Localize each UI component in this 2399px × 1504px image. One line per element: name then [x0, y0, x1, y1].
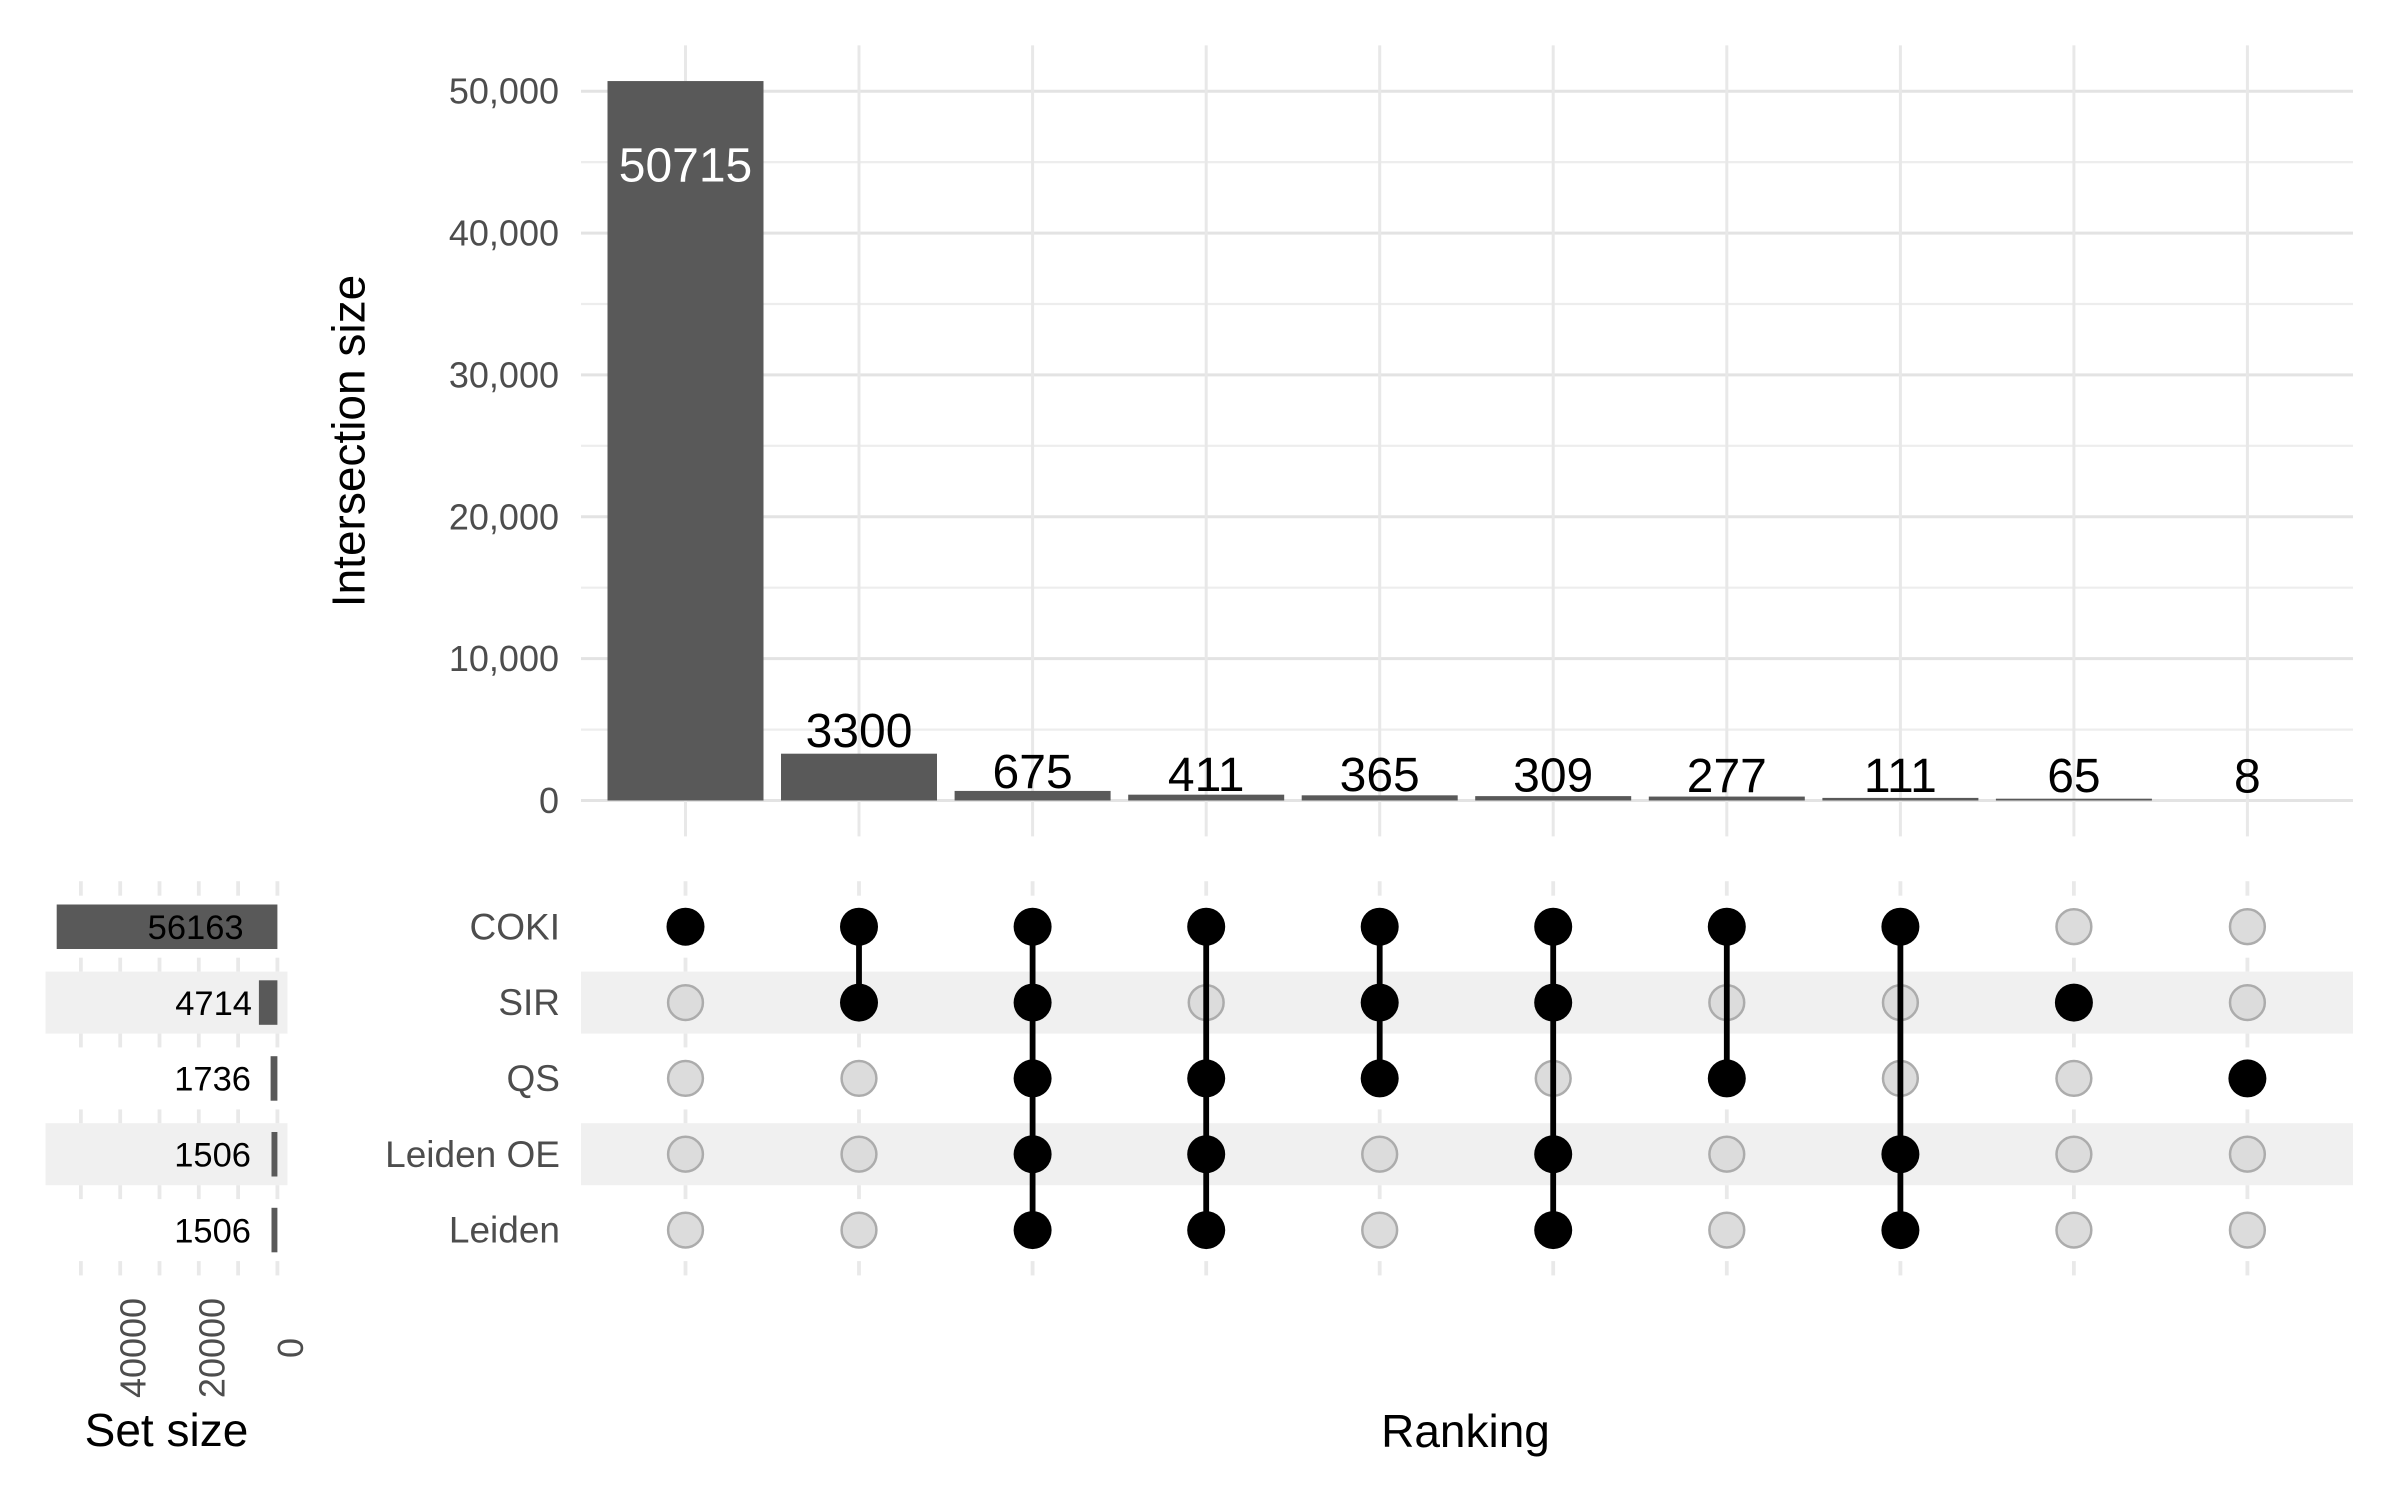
- svg-text:Leiden OE: Leiden OE: [385, 1134, 560, 1175]
- svg-text:365: 365: [1340, 749, 1420, 802]
- svg-text:1506: 1506: [174, 1212, 251, 1250]
- svg-text:COKI: COKI: [470, 906, 560, 947]
- svg-text:Set size: Set size: [85, 1404, 249, 1456]
- svg-text:1506: 1506: [174, 1137, 251, 1175]
- svg-text:309: 309: [1513, 750, 1593, 803]
- svg-text:10,000: 10,000: [449, 638, 559, 679]
- svg-text:277: 277: [1687, 750, 1767, 803]
- svg-text:50715: 50715: [619, 140, 752, 193]
- svg-text:40,000: 40,000: [449, 213, 559, 254]
- svg-text:0: 0: [270, 1338, 311, 1358]
- svg-text:Ranking: Ranking: [1381, 1405, 1550, 1457]
- svg-text:Intersection size: Intersection size: [323, 275, 375, 607]
- svg-text:50,000: 50,000: [449, 71, 559, 112]
- svg-text:30,000: 30,000: [449, 354, 559, 395]
- svg-text:40000: 40000: [113, 1298, 154, 1398]
- svg-text:20,000: 20,000: [449, 496, 559, 537]
- svg-text:675: 675: [993, 746, 1073, 799]
- svg-text:111: 111: [1864, 750, 1937, 803]
- svg-text:65: 65: [2047, 750, 2100, 803]
- svg-text:SIR: SIR: [498, 982, 560, 1023]
- svg-text:4714: 4714: [175, 985, 252, 1023]
- svg-text:0: 0: [539, 780, 559, 821]
- svg-text:411: 411: [1168, 749, 1245, 802]
- svg-text:20000: 20000: [191, 1298, 232, 1398]
- svg-text:1736: 1736: [174, 1061, 251, 1099]
- svg-text:56163: 56163: [148, 909, 244, 947]
- svg-text:Leiden: Leiden: [449, 1210, 560, 1251]
- svg-text:QS: QS: [507, 1058, 560, 1099]
- svg-text:3300: 3300: [806, 705, 913, 758]
- svg-text:8: 8: [2234, 751, 2261, 804]
